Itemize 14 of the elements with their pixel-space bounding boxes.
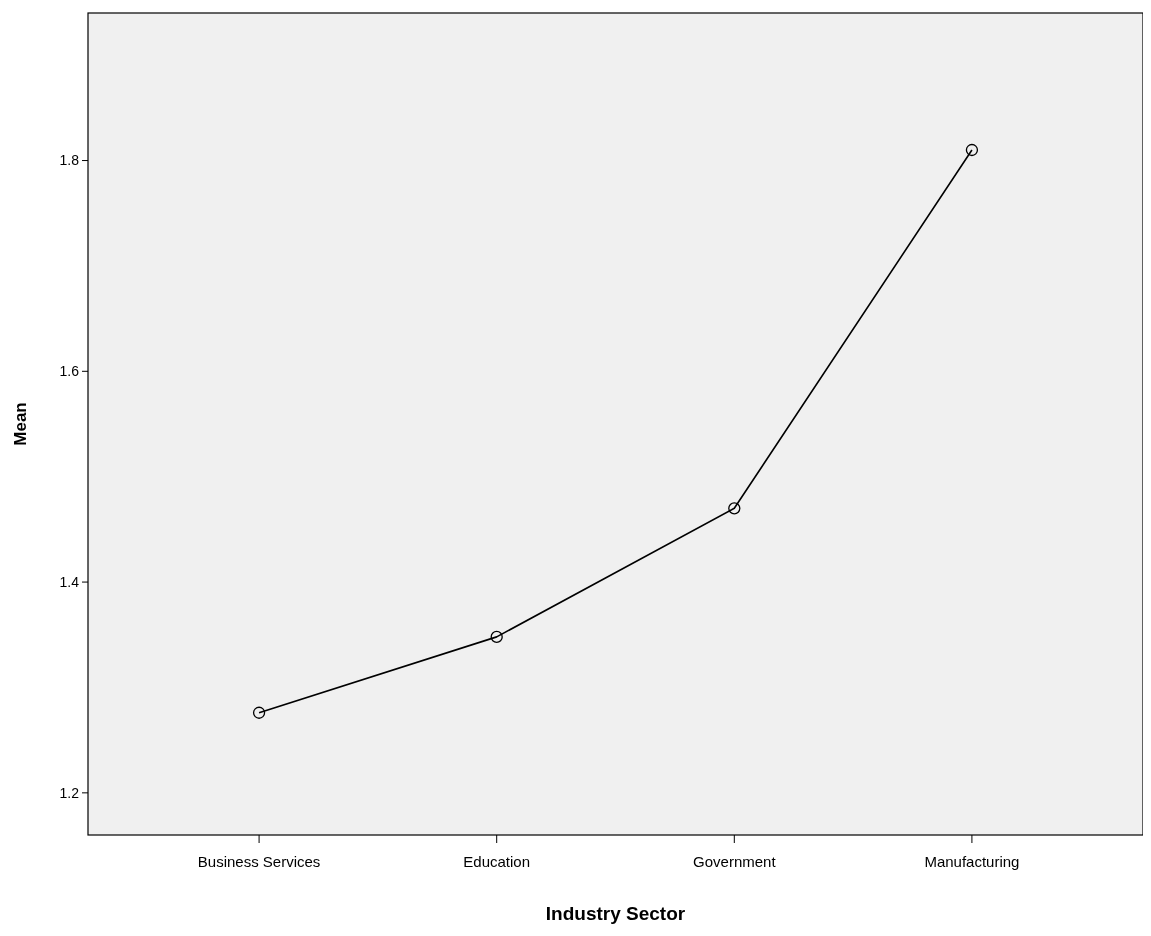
y-tick-label: 1.6 xyxy=(59,363,80,380)
point xyxy=(490,630,503,644)
y-tick-label: 1.2 xyxy=(59,784,80,801)
x-axis-title: Industry Sector xyxy=(545,903,686,924)
x-tick-label: Government xyxy=(693,853,777,870)
x-tick-label: Education xyxy=(463,853,531,870)
x-tick-label: Manufacturing xyxy=(924,853,1020,870)
y-axis-title: Mean xyxy=(11,402,30,446)
y-tick-label: 1.8 xyxy=(59,152,80,169)
point xyxy=(965,143,979,157)
x-tick-label: Business Services xyxy=(197,853,321,870)
point xyxy=(252,706,266,719)
point xyxy=(728,502,741,515)
y-tick-label: 1.4 xyxy=(59,573,80,590)
